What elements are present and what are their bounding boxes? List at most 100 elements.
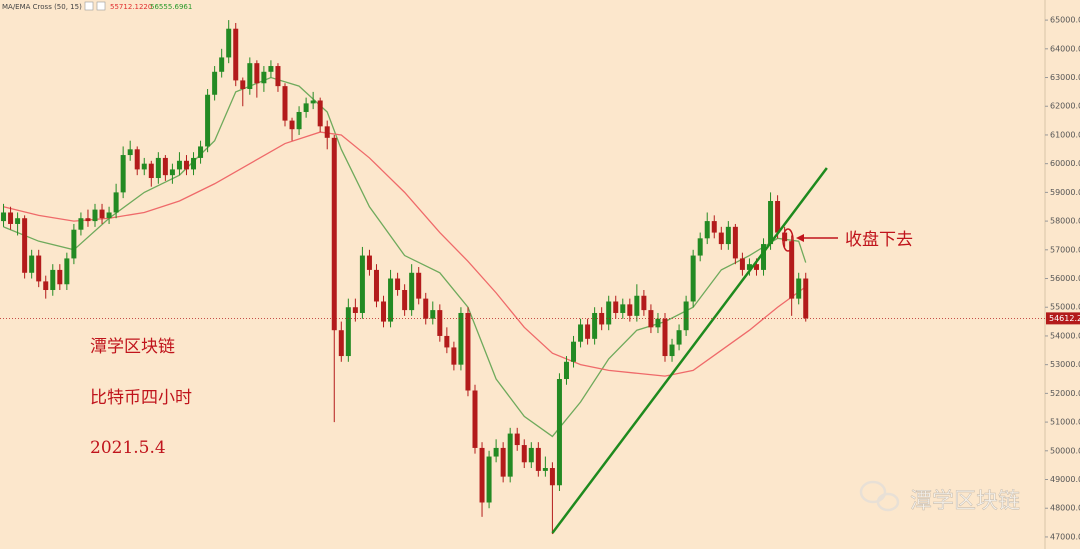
candle-body bbox=[606, 301, 612, 325]
candle-body bbox=[739, 258, 745, 270]
candle-body bbox=[725, 226, 731, 245]
candle-body bbox=[106, 212, 112, 219]
candle-body bbox=[753, 264, 759, 270]
y-tick-label: 63000.00 bbox=[1050, 73, 1080, 82]
arrow-head bbox=[796, 234, 804, 242]
candle-body bbox=[36, 255, 42, 282]
y-tick-label: 55000.00 bbox=[1050, 303, 1080, 312]
candle-body bbox=[683, 301, 689, 331]
candle-body bbox=[402, 290, 408, 311]
candle-body bbox=[535, 447, 541, 471]
header-icon[interactable] bbox=[96, 1, 106, 11]
candle-body bbox=[15, 218, 21, 224]
candle-body bbox=[198, 146, 204, 158]
candle-body bbox=[310, 100, 316, 104]
candle-body bbox=[169, 169, 175, 176]
y-tick-label: 60000.00 bbox=[1050, 159, 1080, 168]
candle-body bbox=[528, 447, 534, 463]
y-tick-label: 61000.00 bbox=[1050, 130, 1080, 139]
candle-body bbox=[331, 137, 337, 331]
candle-body bbox=[64, 258, 70, 285]
candle-body bbox=[514, 433, 520, 446]
candle-body bbox=[493, 447, 499, 457]
y-tick-label: 48000.00 bbox=[1050, 504, 1080, 513]
y-tick-label: 62000.00 bbox=[1050, 102, 1080, 111]
watermark-icon bbox=[876, 492, 900, 512]
header-icon[interactable] bbox=[84, 1, 94, 11]
note-title: 潭学区块链 bbox=[90, 337, 175, 357]
candle-body bbox=[148, 163, 154, 179]
candle-body bbox=[556, 379, 562, 486]
candle-body bbox=[563, 361, 569, 380]
candle-body bbox=[324, 126, 330, 138]
candle-body bbox=[444, 335, 450, 348]
candle-body bbox=[134, 149, 140, 170]
y-tick-label: 52000.00 bbox=[1050, 389, 1080, 398]
candle-body bbox=[352, 307, 358, 313]
candle-body bbox=[472, 390, 478, 448]
candle-body bbox=[268, 66, 274, 72]
candle-body bbox=[697, 238, 703, 256]
moving-average bbox=[3, 131, 807, 377]
candle-body bbox=[366, 255, 372, 270]
candle-body bbox=[704, 221, 710, 239]
moving-average bbox=[3, 76, 807, 438]
candle-body bbox=[761, 244, 767, 270]
candle-body bbox=[711, 221, 717, 233]
candle-body bbox=[789, 241, 795, 299]
candle-body bbox=[599, 312, 605, 325]
candle-body bbox=[1, 212, 7, 222]
candle-body bbox=[423, 298, 429, 319]
candle-body bbox=[578, 324, 584, 342]
candle-body bbox=[176, 160, 182, 170]
candle-body bbox=[451, 347, 457, 365]
y-tick-label: 64000.00 bbox=[1050, 44, 1080, 53]
candle-body bbox=[662, 318, 668, 357]
candle-body bbox=[437, 310, 443, 336]
candle-body bbox=[549, 468, 555, 486]
candle-body bbox=[212, 71, 218, 95]
candle-body bbox=[247, 63, 253, 90]
last-price-tag bbox=[1046, 312, 1080, 325]
candle-body bbox=[8, 212, 14, 224]
candle-body bbox=[78, 218, 84, 230]
candle-body bbox=[240, 80, 246, 90]
candle-body bbox=[85, 218, 91, 222]
candle-body bbox=[71, 229, 77, 259]
candle-body bbox=[430, 310, 436, 319]
candle-body bbox=[296, 111, 302, 130]
candle-body bbox=[542, 468, 548, 471]
note-date: 2021.5.4 bbox=[90, 438, 166, 458]
candle-body bbox=[289, 120, 295, 130]
candle-body bbox=[57, 269, 63, 285]
candle-body bbox=[155, 157, 161, 179]
candle-body bbox=[127, 149, 133, 156]
candle-body bbox=[282, 86, 288, 121]
candle-body bbox=[768, 200, 774, 245]
y-tick-label: 47000.00 bbox=[1050, 532, 1080, 541]
y-tick-label: 59000.00 bbox=[1050, 188, 1080, 197]
candle-body bbox=[690, 255, 696, 302]
trendline bbox=[551, 167, 828, 534]
candle-body bbox=[162, 157, 168, 176]
candle-body bbox=[732, 226, 738, 259]
candle-body bbox=[29, 255, 35, 273]
candle-body bbox=[359, 255, 365, 313]
candle-body bbox=[634, 295, 640, 316]
candle-body bbox=[775, 200, 781, 233]
candle-body bbox=[99, 209, 105, 219]
candle-body bbox=[254, 63, 260, 84]
y-tick-label: 54000.00 bbox=[1050, 331, 1080, 340]
y-tick-label: 53000.00 bbox=[1050, 360, 1080, 369]
candle-body bbox=[486, 456, 492, 503]
candle-body bbox=[22, 218, 28, 273]
candle-body bbox=[141, 163, 147, 170]
candle-body bbox=[345, 307, 351, 357]
candle-body bbox=[416, 272, 422, 299]
indicator-label: MA/EMA Cross (50, 15) bbox=[2, 3, 82, 11]
candle-body bbox=[585, 324, 591, 339]
candle-body bbox=[381, 301, 387, 322]
y-tick-label: 57000.00 bbox=[1050, 245, 1080, 254]
